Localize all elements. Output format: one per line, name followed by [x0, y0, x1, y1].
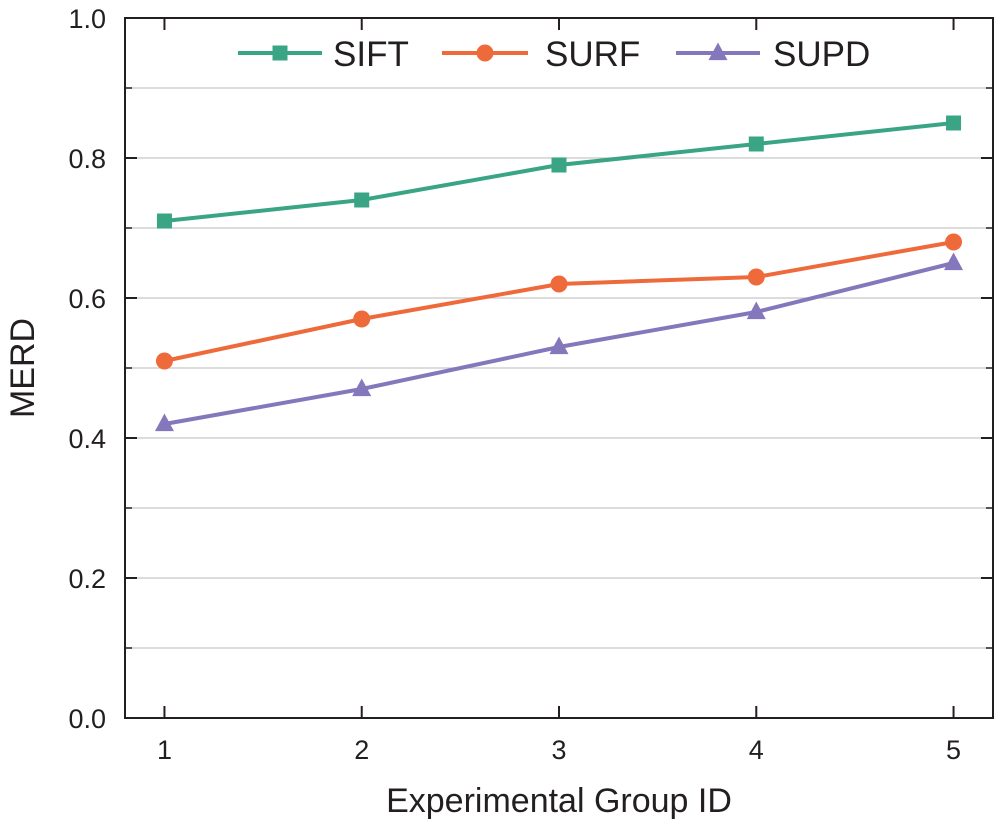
legend-marker-surf: [476, 44, 494, 62]
y-tick-label: 0.4: [68, 424, 106, 454]
data-point-surf: [550, 275, 568, 293]
data-point-sift: [354, 192, 370, 208]
data-point-sift: [551, 157, 567, 173]
data-point-supd: [944, 252, 964, 271]
series-markers: [154, 115, 964, 432]
legend-marker-supd: [708, 42, 728, 61]
data-point-surf: [353, 310, 371, 328]
x-axis-title: Experimental Group ID: [386, 782, 732, 820]
y-tick-label: 0.6: [68, 284, 106, 314]
x-tick-label: 3: [551, 735, 566, 765]
x-tick-label: 1: [157, 735, 172, 765]
data-point-sift: [946, 115, 962, 131]
y-tick-label: 0.0: [68, 704, 106, 734]
y-tick-label: 0.2: [68, 564, 106, 594]
x-tick-label: 5: [946, 735, 961, 765]
legend-marker-sift: [272, 45, 288, 61]
legend-label-sift: SIFT: [333, 35, 409, 74]
x-axis: 1 2 3 4 5: [157, 18, 961, 765]
legend-label-supd: SUPD: [773, 35, 870, 74]
data-point-supd: [352, 378, 372, 397]
data-point-surf: [747, 268, 765, 286]
x-tick-label: 2: [354, 735, 369, 765]
y-axis: 0.0 0.2 0.4 0.6 0.8 1.0: [68, 4, 993, 734]
data-point-sift: [156, 213, 172, 229]
legend: SIFT SURF SUPD: [238, 35, 870, 74]
legend-label-surf: SURF: [545, 35, 640, 74]
data-point-supd: [746, 301, 766, 320]
gridlines: [125, 87, 993, 649]
data-point-surf: [155, 352, 173, 370]
y-tick-label: 1.0: [68, 4, 106, 34]
y-tick-label: 0.8: [68, 144, 106, 174]
x-tick-label: 4: [749, 735, 764, 765]
data-point-surf: [945, 233, 963, 251]
data-point-supd: [154, 413, 174, 432]
data-point-supd: [549, 336, 569, 355]
y-axis-title: MERD: [4, 318, 42, 418]
data-point-sift: [748, 136, 764, 152]
